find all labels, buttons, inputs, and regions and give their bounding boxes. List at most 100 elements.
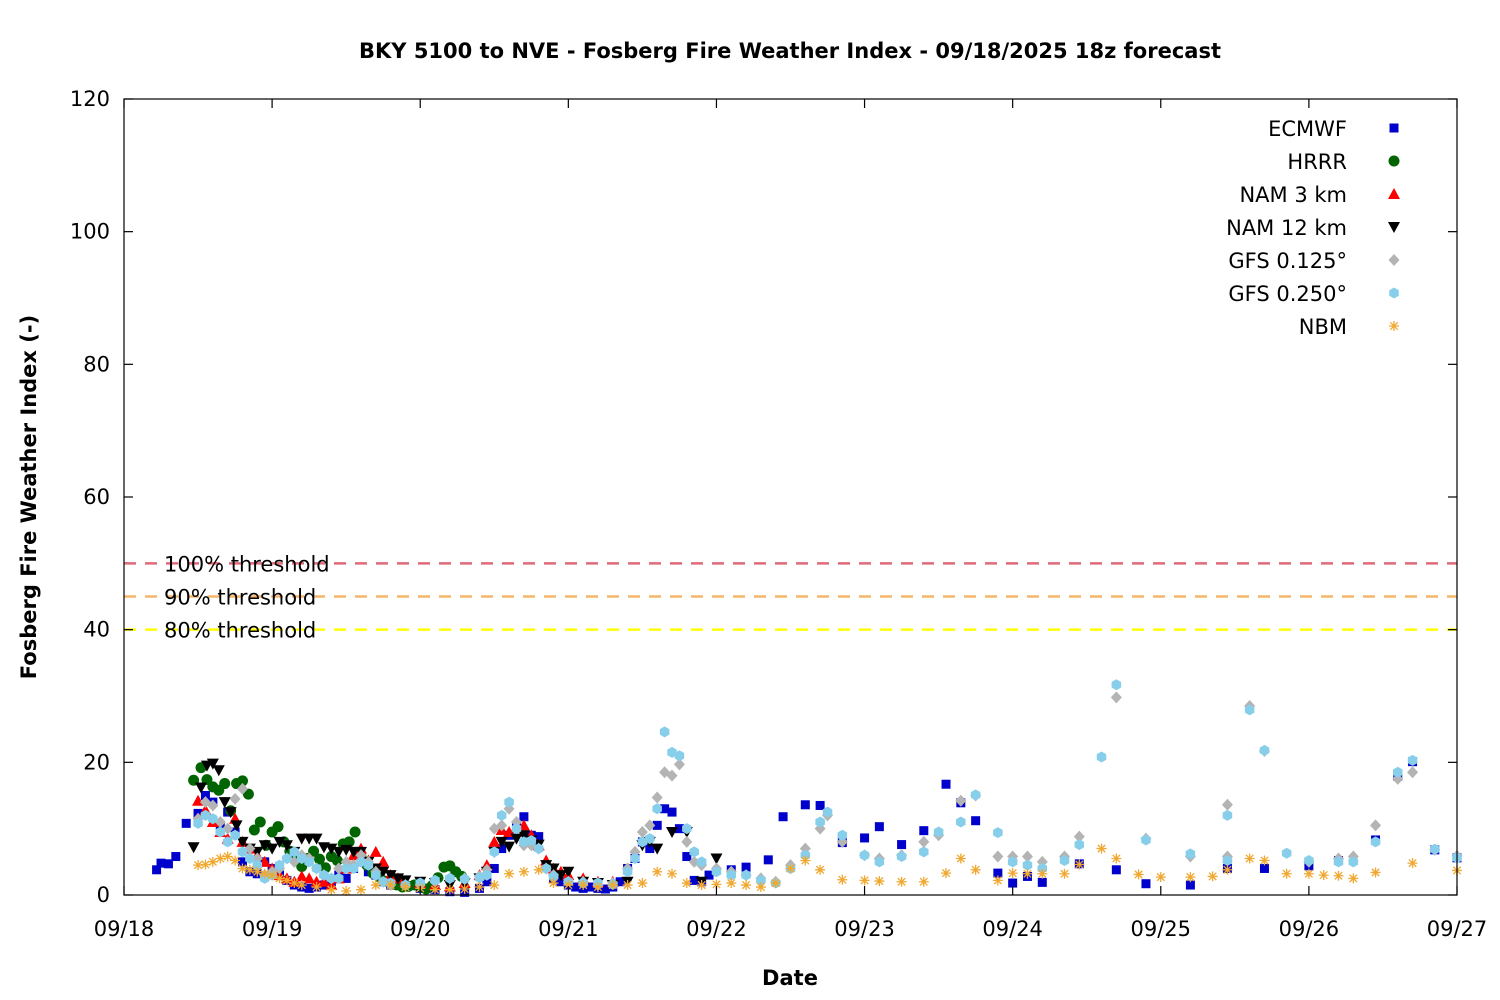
x-tick-label: 09/22 <box>686 917 747 941</box>
data-point <box>308 845 320 857</box>
data-point <box>1222 855 1233 867</box>
data-point <box>218 797 231 809</box>
data-point <box>215 826 226 838</box>
data-point <box>518 866 529 877</box>
data-point <box>696 880 707 891</box>
data-point <box>874 822 884 832</box>
data-point <box>1133 869 1144 880</box>
data-point <box>195 782 208 794</box>
data-point <box>815 800 825 810</box>
data-point <box>1155 872 1166 883</box>
data-point <box>726 869 737 881</box>
data-point <box>1407 754 1418 766</box>
data-point <box>281 875 292 886</box>
data-point <box>1392 766 1403 778</box>
data-point <box>1074 859 1085 870</box>
data-point <box>673 758 685 771</box>
data-point <box>193 860 204 871</box>
data-point <box>659 726 670 738</box>
data-point <box>763 855 773 865</box>
data-point <box>1111 865 1121 875</box>
data-point <box>1370 867 1381 878</box>
threshold-label: 90% threshold <box>164 586 316 610</box>
data-point <box>1318 870 1329 881</box>
data-point <box>630 853 640 865</box>
x-axis-label: Date <box>762 966 818 990</box>
data-point <box>489 863 499 873</box>
data-point <box>289 846 300 858</box>
data-point <box>622 866 633 878</box>
data-point <box>274 873 285 884</box>
x-tick-label: 09/18 <box>94 917 155 941</box>
data-point <box>304 883 314 893</box>
data-point <box>554 870 567 882</box>
data-point <box>1222 864 1233 875</box>
data-point <box>674 824 684 834</box>
data-point <box>181 818 191 828</box>
data-point <box>1141 879 1151 889</box>
data-point <box>615 877 625 887</box>
data-point <box>482 869 492 881</box>
data-point <box>445 872 455 884</box>
data-point <box>259 868 270 879</box>
y-axis-label: Fosberg Fire Weather Index (-) <box>17 315 41 679</box>
data-points <box>152 679 1463 897</box>
data-point <box>385 880 396 891</box>
data-point <box>660 804 670 814</box>
x-tick-label: 09/27 <box>1427 917 1488 941</box>
data-point <box>378 876 388 888</box>
legend-label: NBM <box>1299 315 1347 339</box>
data-point <box>636 825 648 838</box>
data-point <box>208 813 218 825</box>
data-point <box>503 841 516 853</box>
data-point <box>681 878 692 889</box>
x-tick-label: 09/20 <box>390 917 451 941</box>
data-point <box>370 880 381 891</box>
data-point <box>993 868 1003 878</box>
legend-marker <box>1388 155 1400 167</box>
data-point <box>317 875 330 887</box>
data-point <box>474 882 485 893</box>
x-tick-label: 09/26 <box>1279 917 1340 941</box>
data-point <box>682 852 692 862</box>
data-point <box>941 779 951 789</box>
data-point <box>666 769 678 782</box>
data-point <box>519 836 529 848</box>
data-point <box>187 842 200 854</box>
threshold-label: 100% threshold <box>164 552 330 576</box>
data-point <box>971 816 981 826</box>
data-point <box>310 833 323 845</box>
data-point <box>956 816 966 828</box>
data-point <box>562 866 575 878</box>
data-point <box>1303 868 1314 879</box>
data-point <box>667 746 677 758</box>
data-point <box>326 884 337 895</box>
data-point <box>756 874 766 886</box>
data-point <box>1348 856 1359 868</box>
data-point <box>341 873 351 883</box>
data-point <box>314 853 326 865</box>
data-point <box>682 823 692 835</box>
data-point <box>1037 868 1048 879</box>
data-point <box>1222 809 1233 821</box>
data-point <box>637 878 648 889</box>
data-point <box>651 843 664 855</box>
data-point <box>200 791 210 800</box>
data-point <box>319 869 329 881</box>
data-point <box>1141 834 1151 846</box>
y-tick-label: 60 <box>83 485 110 509</box>
series-ecmwf <box>152 757 1462 897</box>
data-point <box>248 824 260 836</box>
data-point <box>741 869 751 881</box>
data-point <box>1110 691 1122 704</box>
data-point <box>252 866 263 877</box>
data-point <box>800 855 811 866</box>
data-point <box>311 862 322 874</box>
data-point <box>1096 843 1107 854</box>
data-point <box>230 820 243 832</box>
data-point <box>556 877 566 887</box>
data-point <box>519 812 529 822</box>
data-point <box>230 829 240 841</box>
data-point <box>331 855 343 867</box>
